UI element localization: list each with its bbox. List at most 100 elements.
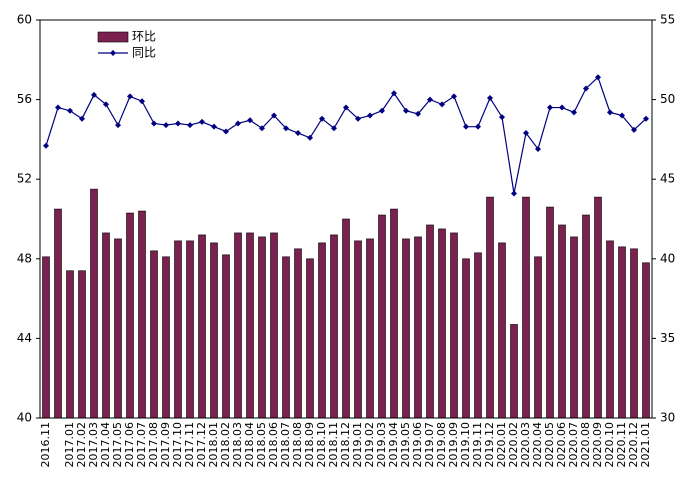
x-tick-label: 2018.09 bbox=[303, 422, 316, 468]
bar bbox=[174, 240, 182, 419]
bar bbox=[258, 236, 266, 419]
x-tick-label: 2020.06 bbox=[555, 422, 568, 468]
x-tick-label: 2018.10 bbox=[315, 422, 328, 468]
x-tick-label: 2017.07 bbox=[135, 422, 148, 468]
x-tick-label: 2018.04 bbox=[243, 422, 256, 468]
bar bbox=[366, 238, 374, 419]
bar bbox=[162, 256, 170, 419]
x-tick-label: 2018.11 bbox=[327, 422, 340, 468]
x-tick-label: 2018.08 bbox=[291, 422, 304, 468]
x-tick-label: 2021.01 bbox=[639, 422, 652, 468]
x-tick-label: 2020.12 bbox=[627, 422, 640, 468]
bar bbox=[330, 234, 338, 419]
bar bbox=[390, 208, 398, 419]
line-marker bbox=[367, 112, 373, 119]
bar bbox=[342, 218, 350, 419]
bar bbox=[558, 224, 566, 419]
bar bbox=[306, 258, 314, 419]
line-marker bbox=[307, 134, 313, 141]
line-marker bbox=[511, 190, 517, 197]
bar bbox=[582, 214, 590, 419]
x-tick-label: 2017.02 bbox=[75, 422, 88, 468]
x-tick-label: 2020.09 bbox=[591, 422, 604, 468]
x-tick-label: 2019.11 bbox=[471, 422, 484, 468]
line-marker bbox=[127, 93, 133, 100]
line-marker bbox=[415, 110, 421, 117]
bar bbox=[318, 242, 326, 419]
x-tick-label: 2018.06 bbox=[267, 422, 280, 468]
x-tick-label: 2017.08 bbox=[147, 422, 160, 468]
line-marker bbox=[247, 117, 253, 124]
line bbox=[45, 76, 647, 194]
line-marker bbox=[355, 115, 361, 122]
y2-tick-label: 40 bbox=[660, 251, 675, 265]
y2-tick-label: 55 bbox=[660, 13, 675, 27]
line-marker bbox=[343, 104, 349, 111]
x-tick-label: 2016.11 bbox=[39, 422, 52, 468]
line-marker bbox=[631, 126, 637, 133]
x-tick-label: 2018.02 bbox=[219, 422, 232, 468]
bar bbox=[150, 250, 158, 419]
bar bbox=[126, 212, 134, 419]
line-marker bbox=[331, 125, 337, 132]
line-marker bbox=[163, 122, 169, 129]
line-marker bbox=[403, 107, 409, 114]
x-tick-label: 2018.07 bbox=[279, 422, 292, 468]
bar bbox=[402, 238, 410, 419]
x-tick-label: 2019.07 bbox=[423, 422, 436, 468]
x-tick-label: 2020.03 bbox=[519, 422, 532, 468]
line-marker bbox=[535, 145, 541, 152]
bar bbox=[522, 196, 530, 419]
x-tick-label: 2019.09 bbox=[447, 422, 460, 468]
x-tick-label: 2020.07 bbox=[567, 422, 580, 468]
x-tick-label: 2020.02 bbox=[507, 422, 520, 468]
line-marker bbox=[499, 114, 505, 121]
bar bbox=[630, 248, 638, 419]
x-tick-label: 2018.01 bbox=[207, 422, 220, 468]
bar bbox=[378, 214, 386, 419]
bar bbox=[426, 224, 434, 419]
line-marker bbox=[103, 101, 109, 108]
legend-marker bbox=[110, 50, 116, 56]
bar bbox=[498, 242, 506, 419]
bar bbox=[294, 248, 302, 419]
x-tick-label: 2019.10 bbox=[459, 422, 472, 468]
y-tick-label: 52 bbox=[17, 172, 32, 186]
bar bbox=[186, 240, 194, 419]
x-tick-label: 2018.03 bbox=[231, 422, 244, 468]
line-marker bbox=[271, 112, 277, 119]
x-tick-label: 2017.06 bbox=[123, 422, 136, 468]
bar bbox=[414, 236, 422, 419]
bar bbox=[42, 256, 50, 419]
x-tick-label: 2017.10 bbox=[171, 422, 184, 468]
y2-tick-label: 45 bbox=[660, 172, 675, 186]
x-tick-label: 2019.02 bbox=[363, 422, 376, 468]
x-tick-label: 2020.01 bbox=[495, 422, 508, 468]
line-marker bbox=[487, 95, 493, 102]
line-marker bbox=[223, 128, 229, 135]
y-tick-label: 40 bbox=[17, 411, 32, 425]
bar bbox=[198, 234, 206, 419]
x-tick-label: 2018.12 bbox=[339, 422, 352, 468]
y-tick-label: 56 bbox=[17, 92, 32, 106]
x-tick-label: 2017.11 bbox=[183, 422, 196, 468]
x-tick-label: 2017.03 bbox=[87, 422, 100, 468]
bar bbox=[66, 270, 74, 419]
line-marker bbox=[523, 130, 529, 137]
line-marker bbox=[211, 123, 217, 130]
bar bbox=[114, 238, 122, 419]
line-marker bbox=[391, 90, 397, 97]
line-marker bbox=[559, 104, 565, 111]
x-tick-label: 2020.11 bbox=[615, 422, 628, 468]
bar bbox=[222, 254, 230, 419]
line-marker bbox=[283, 125, 289, 132]
line-marker bbox=[91, 91, 97, 98]
legend-label: 环比 bbox=[132, 30, 156, 44]
line-marker bbox=[571, 109, 577, 116]
x-tick-label: 2018.05 bbox=[255, 422, 268, 468]
line-marker bbox=[55, 104, 61, 111]
bar bbox=[606, 240, 614, 419]
line-marker bbox=[463, 123, 469, 130]
bar bbox=[210, 242, 218, 419]
